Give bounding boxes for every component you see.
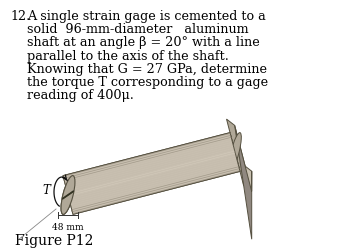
Ellipse shape: [229, 133, 241, 171]
Text: Knowing that G = 27 GPa, determine: Knowing that G = 27 GPa, determine: [27, 63, 267, 76]
Text: parallel to the axis of the shaft.: parallel to the axis of the shaft.: [27, 50, 229, 62]
Polygon shape: [235, 125, 252, 239]
Polygon shape: [63, 133, 240, 214]
Polygon shape: [244, 165, 252, 191]
Text: solid  96-mm-diameter   aluminum: solid 96-mm-diameter aluminum: [27, 23, 249, 36]
Text: the torque T corresponding to a gage: the torque T corresponding to a gage: [27, 76, 268, 89]
Text: 48 mm: 48 mm: [52, 223, 84, 232]
Polygon shape: [63, 133, 240, 214]
Text: A single strain gage is cemented to a: A single strain gage is cemented to a: [27, 10, 266, 23]
Text: shaft at an angle β = 20° with a line: shaft at an angle β = 20° with a line: [27, 36, 260, 49]
Polygon shape: [62, 191, 74, 199]
Polygon shape: [226, 119, 251, 191]
Text: T: T: [42, 183, 50, 197]
Ellipse shape: [61, 176, 75, 214]
Text: reading of 400μ.: reading of 400μ.: [27, 89, 134, 102]
Ellipse shape: [61, 176, 75, 214]
Text: Figure P12: Figure P12: [15, 234, 93, 248]
Text: 12.: 12.: [11, 10, 31, 23]
